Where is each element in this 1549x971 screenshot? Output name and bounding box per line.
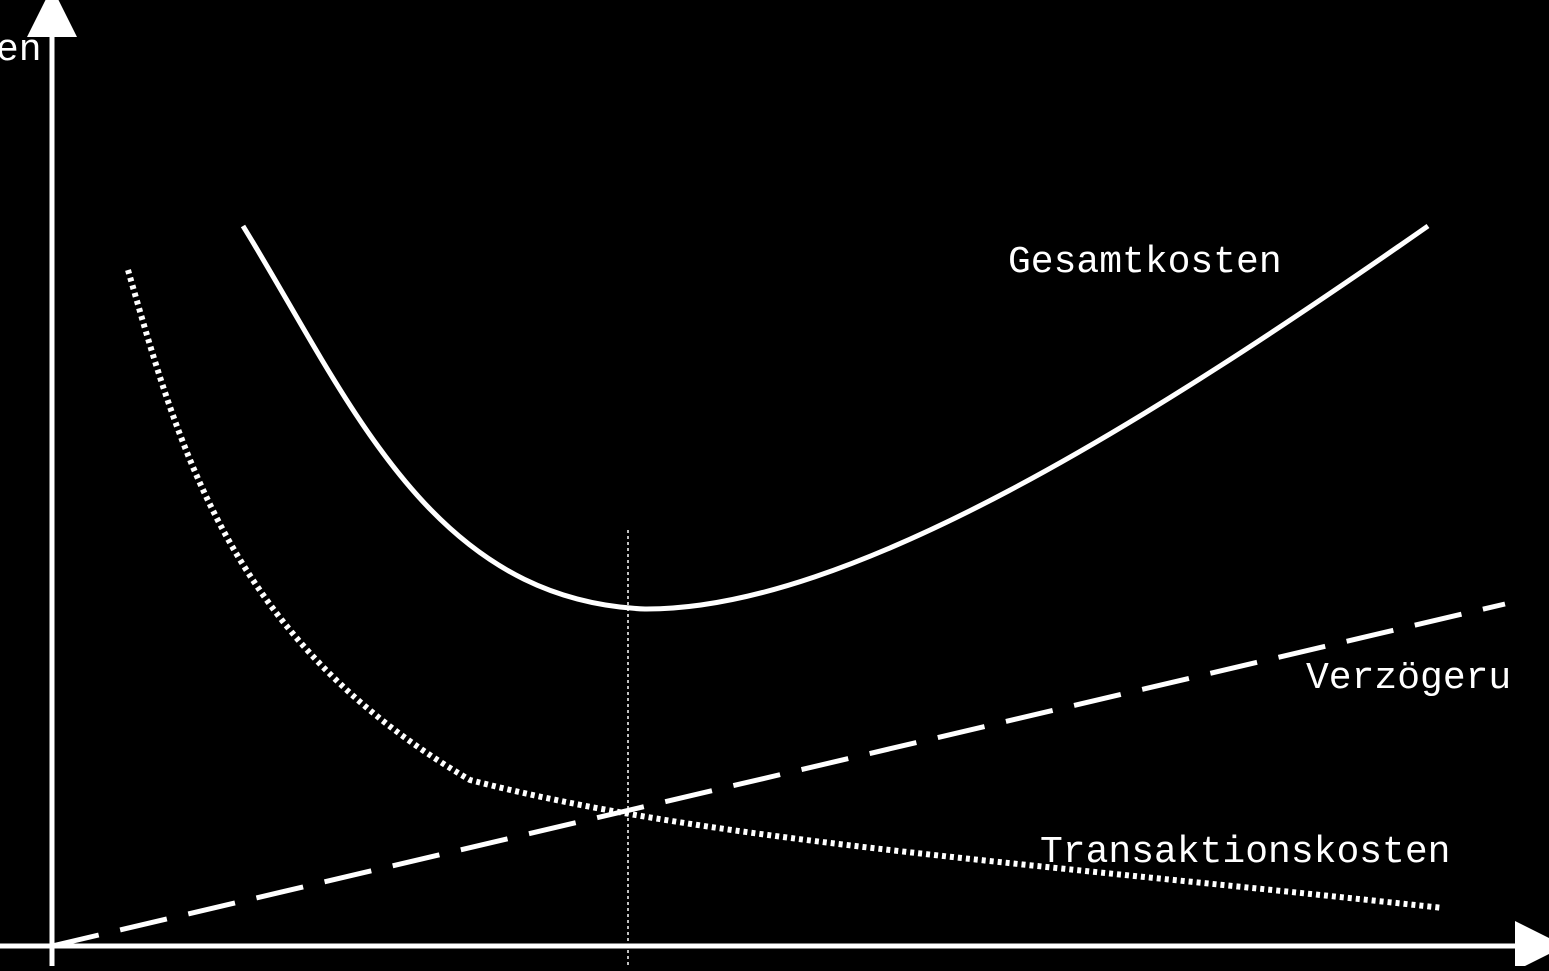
transaktionskosten-label: Transaktionskosten [1040, 831, 1450, 874]
verzoegerung-curve [51, 601, 1506, 949]
verzoegerung-label: Verzögeru [1306, 657, 1511, 700]
gesamtkosten-curve [240, 223, 1430, 612]
y-axis-label: en [0, 29, 42, 72]
gesamtkosten-label: Gesamtkosten [1008, 241, 1282, 284]
